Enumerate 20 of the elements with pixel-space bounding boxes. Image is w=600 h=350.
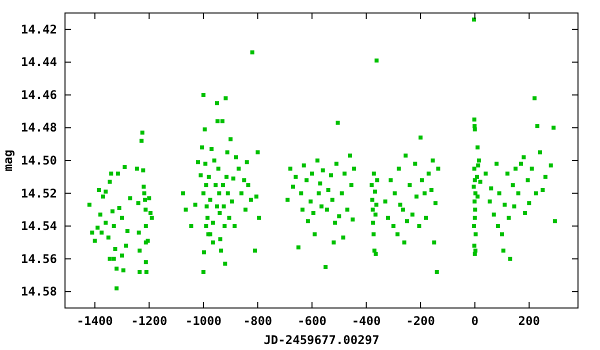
y-tick-label: 14.58 xyxy=(20,284,57,299)
x-tick-label: -200 xyxy=(406,314,436,328)
y-axis-title: mag xyxy=(1,150,15,172)
x-tick-label: 0 xyxy=(471,314,478,328)
x-tick-label: -400 xyxy=(352,314,381,328)
y-tick-label: 14.50 xyxy=(20,154,57,168)
y-tick-label: 14.44 xyxy=(20,55,57,70)
y-tick-label: 14.48 xyxy=(20,120,57,135)
x-tick-label: -1000 xyxy=(185,314,222,328)
x-axis-title: JD-2459677.00297 xyxy=(264,333,380,347)
x-tick-label: -800 xyxy=(243,314,272,328)
y-tick-label: 14.42 xyxy=(20,22,57,36)
x-tick-label: -600 xyxy=(298,314,326,328)
y-tick-label: 14.46 xyxy=(20,88,57,102)
y-tick-label: 14.56 xyxy=(20,252,57,266)
y-tick-label: 14.54 xyxy=(20,219,57,234)
x-tick-label: -1200 xyxy=(131,314,168,328)
x-tick-label: -1400 xyxy=(76,314,113,328)
y-tick-label: 14.52 xyxy=(20,186,57,200)
x-tick-label: 200 xyxy=(518,314,540,328)
